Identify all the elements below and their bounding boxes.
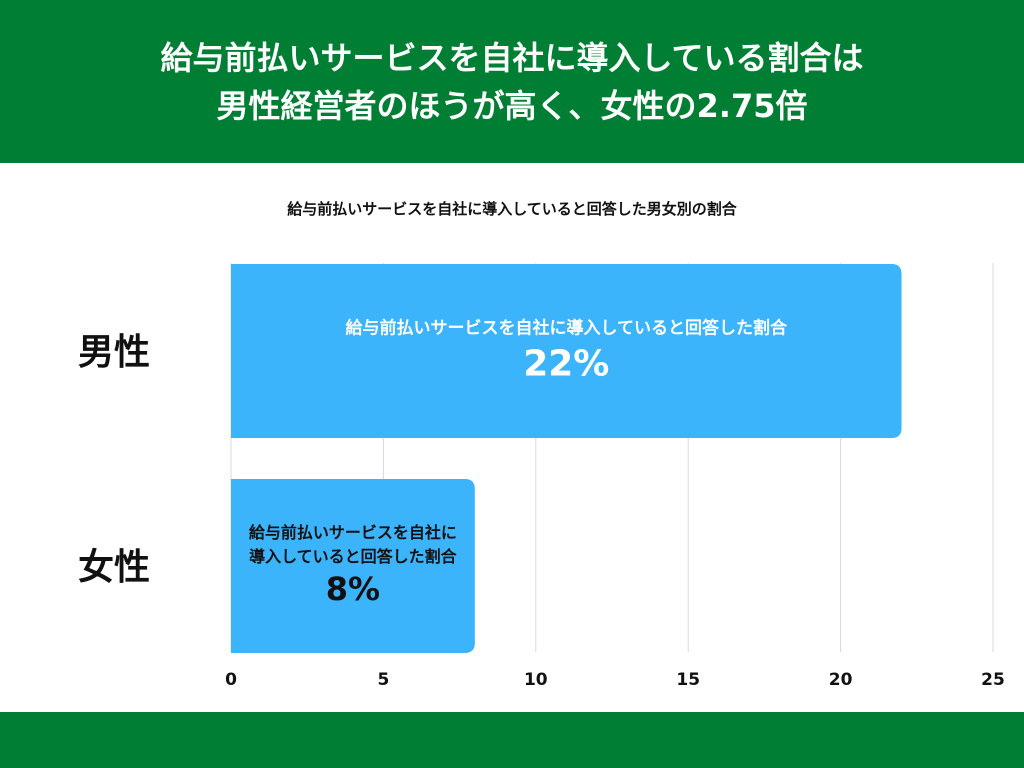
x-tick-label: 10 <box>524 670 548 690</box>
x-axis-ticks: 0 5 10 15 20 25 <box>225 670 1005 690</box>
bars: 給与前払いサービスを自社に導入していると回答した割合 22% 給与前払いサービスを自… <box>231 264 902 653</box>
x-tick-label: 0 <box>225 670 237 690</box>
category-label: 男性 <box>78 332 150 373</box>
headline-line-2: 男性経営者のほうが高く、女性の2.75倍 <box>216 86 808 125</box>
bar-chart: 給与前払いサービスを自社に導入していると回答した割合 22% 給与前払いサービスを自… <box>78 263 1005 690</box>
bar <box>231 264 902 438</box>
bar-label: 給与前払いサービスを自社に導入していると回答した割合 <box>249 523 458 566</box>
headline-line-1: 給与前払いサービスを自社に導入している割合は <box>160 38 864 77</box>
bar-label: 給与前払いサービスを自社に導入していると回答した割合 <box>346 318 788 339</box>
x-tick-label: 20 <box>829 670 853 690</box>
chart-title: 給与前払いサービスを自社に導入していると回答した男女別の割合 <box>287 200 737 218</box>
x-tick-label: 5 <box>377 670 389 690</box>
x-tick-label: 15 <box>676 670 700 690</box>
bar-value-label: 22% <box>523 344 609 385</box>
footer-band <box>0 712 1024 768</box>
category-label: 女性 <box>78 547 150 588</box>
header-banner: 給与前払いサービスを自社に導入している割合は 男性経営者のほうが高く、女性の2.… <box>0 0 1024 163</box>
bar <box>231 479 475 653</box>
bar-value-label: 8% <box>326 570 380 608</box>
x-tick-label: 25 <box>981 670 1005 690</box>
